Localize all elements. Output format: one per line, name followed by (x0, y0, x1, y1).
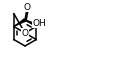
Text: O: O (23, 3, 30, 12)
Text: O: O (21, 28, 29, 38)
Text: OH: OH (33, 19, 46, 28)
Polygon shape (14, 18, 26, 27)
Text: O: O (21, 28, 29, 38)
